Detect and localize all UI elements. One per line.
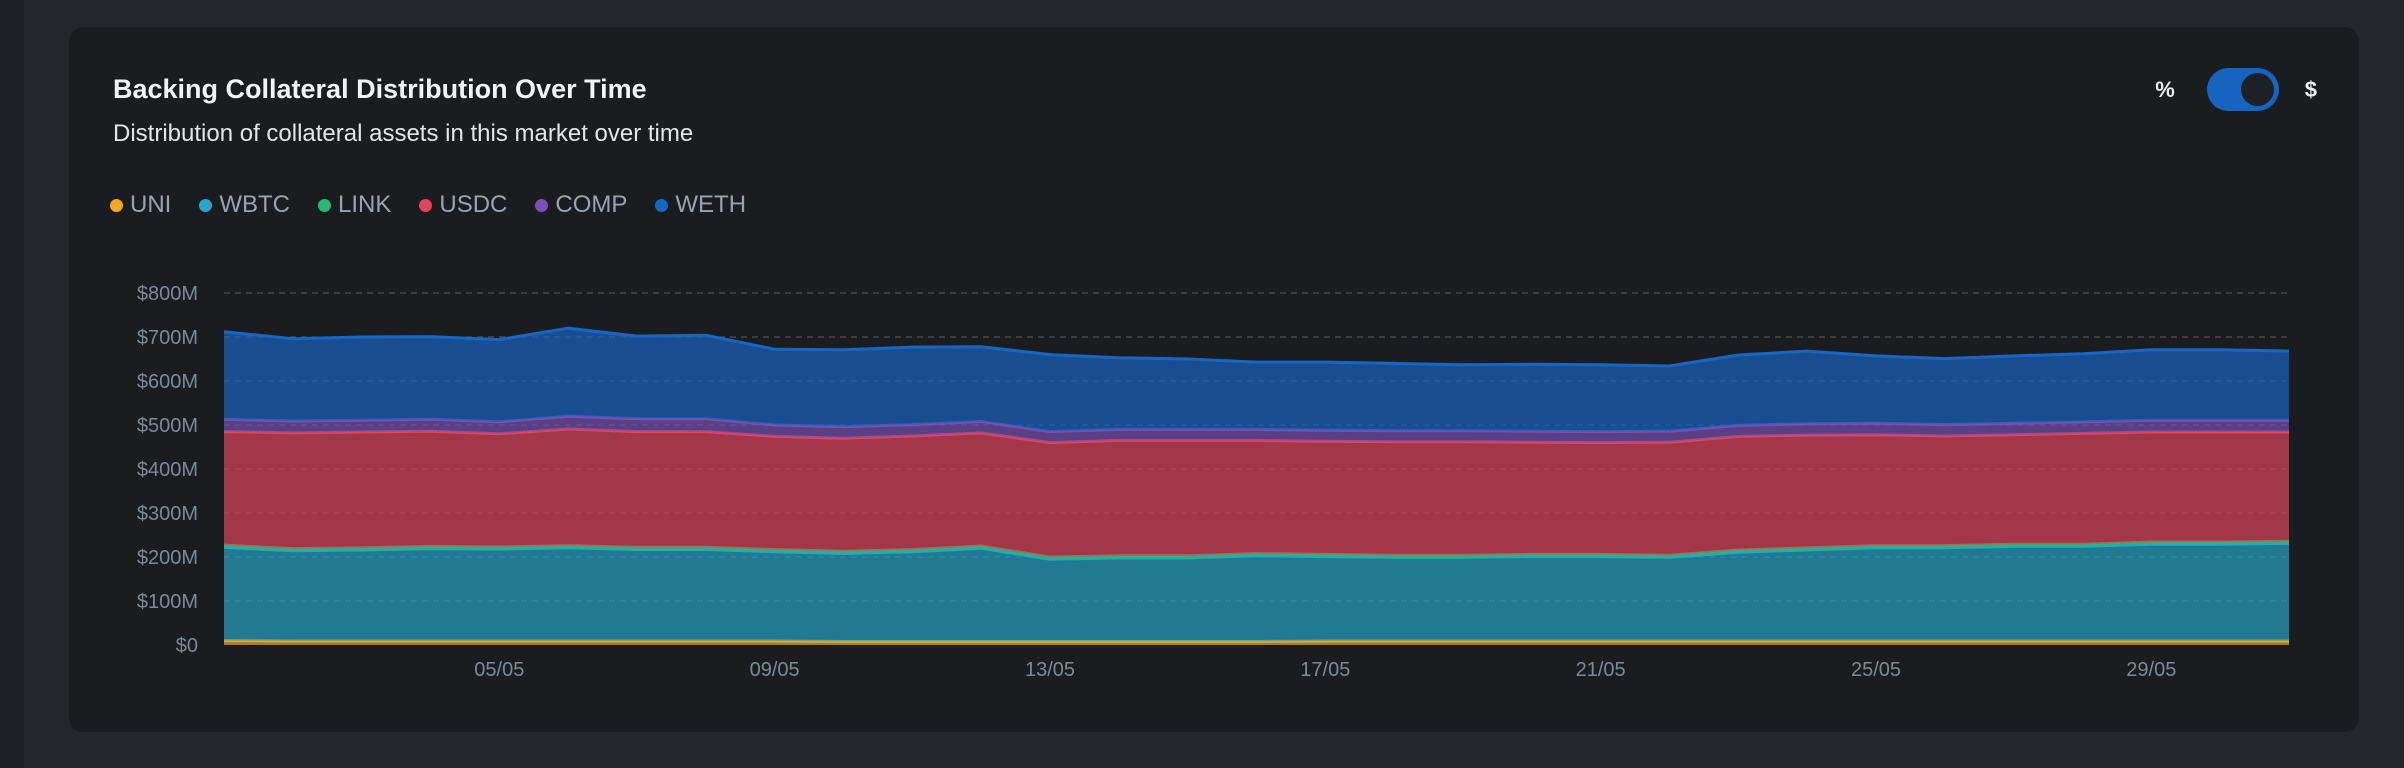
toggle-knob bbox=[2240, 73, 2274, 106]
y-tick-label: $400M bbox=[137, 459, 198, 481]
y-tick-label: $0 bbox=[176, 635, 198, 657]
legend-item-weth[interactable]: WETH bbox=[655, 191, 746, 219]
legend-dot bbox=[419, 198, 433, 212]
legend-label: LINK bbox=[338, 191, 392, 218]
area-weth bbox=[224, 328, 2289, 432]
series-weth bbox=[223, 326, 2290, 432]
legend-item-usdc[interactable]: USDC bbox=[419, 191, 507, 219]
x-tick-label: 25/05 bbox=[1851, 659, 1901, 681]
chart-card: Backing Collateral Distribution Over Tim… bbox=[69, 27, 2359, 732]
legend-label: USDC bbox=[439, 191, 508, 218]
area-usdc bbox=[224, 429, 2289, 557]
y-tick-label: $600M bbox=[137, 371, 198, 393]
y-tick-label: $500M bbox=[137, 415, 198, 437]
legend-label: WBTC bbox=[219, 191, 290, 218]
line-weth bbox=[223, 326, 2290, 368]
legend-item-wbtc[interactable]: WBTC bbox=[199, 191, 290, 219]
left-panel-edge bbox=[0, 0, 24, 768]
legend-dot bbox=[318, 198, 331, 212]
legend-dot bbox=[199, 198, 213, 212]
legend-dot bbox=[110, 198, 123, 212]
stacked-area-chart: $0 $100M $200M $300M $400M $500M $600M $700M $80… bbox=[137, 283, 2290, 681]
x-tick-label: 21/05 bbox=[1576, 659, 1626, 681]
legend-label: COMP bbox=[555, 191, 628, 218]
y-tick-label: $200M bbox=[137, 547, 198, 569]
legend-item-link[interactable]: LINK bbox=[318, 191, 391, 219]
legend-dot bbox=[535, 198, 549, 212]
x-tick-label: 13/05 bbox=[1025, 659, 1075, 681]
chart-legend: UNI WBTC LINK USDC COMP WETH bbox=[110, 191, 774, 219]
unit-toggle-group: % $ bbox=[2155, 68, 2317, 111]
legend-item-comp[interactable]: COMP bbox=[535, 191, 627, 219]
unit-toggle-switch[interactable] bbox=[2206, 68, 2279, 111]
y-tick-label: $700M bbox=[137, 327, 198, 349]
area-wbtc bbox=[224, 543, 2289, 642]
x-tick-label: 17/05 bbox=[1300, 659, 1350, 681]
x-tick-label: 29/05 bbox=[2126, 659, 2176, 681]
series-usdc bbox=[223, 427, 2289, 557]
series-wbtc bbox=[223, 541, 2290, 642]
x-tick-label: 09/05 bbox=[750, 659, 800, 681]
y-tick-label: $100M bbox=[137, 591, 198, 613]
y-tick-label: $300M bbox=[137, 503, 198, 525]
legend-label: UNI bbox=[130, 191, 172, 218]
x-tick-label: 05/05 bbox=[474, 659, 524, 681]
area-link bbox=[224, 541, 2289, 560]
dollar-toggle-label[interactable]: $ bbox=[2304, 76, 2317, 102]
chart-title: Backing Collateral Distribution Over Tim… bbox=[113, 74, 647, 104]
legend-dot bbox=[655, 198, 669, 212]
legend-label: WETH bbox=[675, 191, 747, 218]
y-tick-label: $800M bbox=[137, 283, 198, 305]
percent-toggle-label[interactable]: % bbox=[2155, 76, 2175, 102]
legend-item-uni[interactable]: UNI bbox=[110, 191, 171, 219]
chart-subtitle: Distribution of collateral assets in thi… bbox=[113, 120, 694, 147]
